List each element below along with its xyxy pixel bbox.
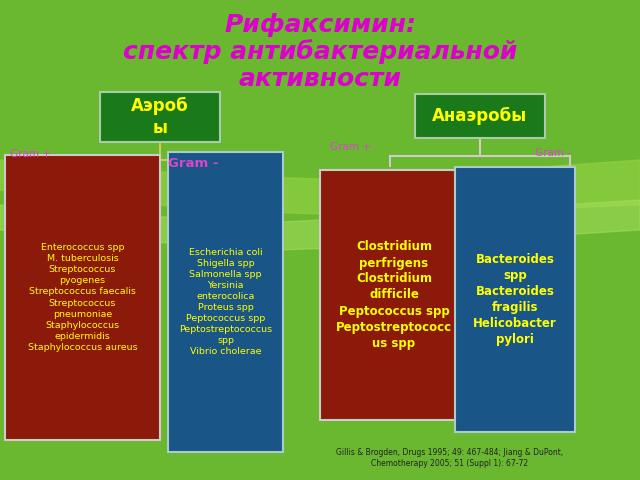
FancyBboxPatch shape <box>415 94 545 138</box>
FancyBboxPatch shape <box>5 155 160 440</box>
Text: Bacteroides
spp
Bacteroides
fragilis
Helicobacter
pylori: Bacteroides spp Bacteroides fragilis Hel… <box>473 253 557 346</box>
Text: Enterococcus spp
M. tuberculosis
Streptococcus
pyogenes
Streptococcus faecalis
S: Enterococcus spp M. tuberculosis Strepto… <box>28 243 138 352</box>
Text: Анаэробы: Анаэробы <box>433 107 527 125</box>
Text: Аэроб
ы: Аэроб ы <box>131 97 189 137</box>
Polygon shape <box>0 200 640 250</box>
Text: Clostridium
perfrigens
Clostridium
difficile
Peptococcus spp
Peptostreptococc
us: Clostridium perfrigens Clostridium diffi… <box>336 240 452 349</box>
FancyBboxPatch shape <box>168 152 283 452</box>
FancyBboxPatch shape <box>320 170 468 420</box>
Text: Рифаксимин:: Рифаксимин: <box>224 13 416 37</box>
Text: Gram +: Gram + <box>10 149 51 159</box>
Text: Escherichia coli
Shigella spp
Salmonella spp
Yersinia
enterocolica
Proteus spp
P: Escherichia coli Shigella spp Salmonella… <box>179 248 272 357</box>
Text: спектр антибактериальной: спектр антибактериальной <box>123 39 517 64</box>
FancyBboxPatch shape <box>100 92 220 142</box>
Text: Gillis & Brogden, Drugs 1995; 49: 467-484; Jiang & DuPont,
Chemotherapy 2005; 51: Gillis & Brogden, Drugs 1995; 49: 467-48… <box>337 448 564 468</box>
Text: Gram -: Gram - <box>535 148 571 158</box>
Polygon shape <box>0 160 640 215</box>
Text: Gram -: Gram - <box>168 157 218 170</box>
FancyBboxPatch shape <box>455 167 575 432</box>
Text: Gram +: Gram + <box>330 142 371 152</box>
Text: активности: активности <box>239 67 401 91</box>
